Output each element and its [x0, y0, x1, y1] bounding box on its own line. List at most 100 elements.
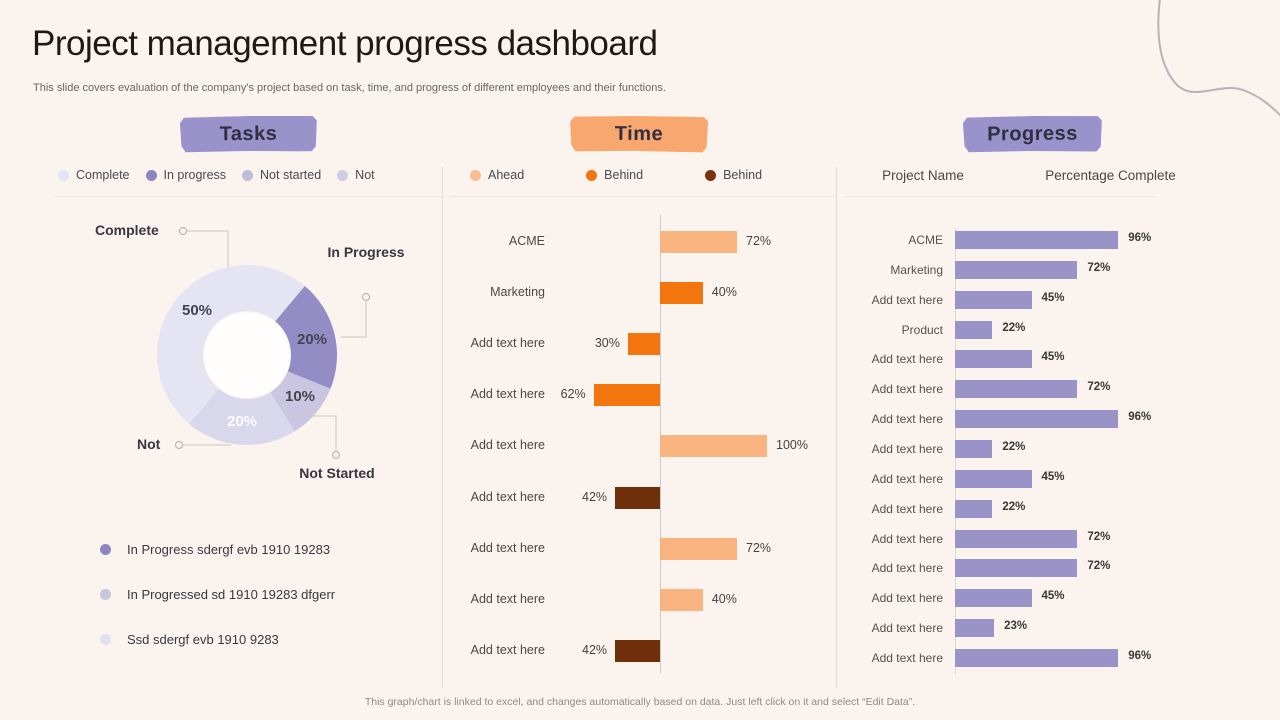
time-bar-value: 40% — [711, 591, 737, 606]
time-bar — [660, 435, 767, 458]
progress-bar — [955, 529, 1078, 548]
donut-hole — [204, 312, 290, 398]
time-row-label: Add text here — [470, 438, 545, 453]
legend-label: In Progress sdergf evb 1910 19283 — [127, 542, 331, 557]
progress-bar-value: 22% — [1002, 321, 1026, 334]
time-bar-value: 100% — [776, 438, 808, 453]
progress-bar — [955, 619, 995, 638]
time-bar — [615, 486, 660, 509]
progress-row-label: Add text here — [871, 441, 943, 456]
time-row-label: Add text here — [470, 642, 545, 657]
time-row-label: Add text here — [470, 336, 545, 351]
legend-label: Complete — [76, 168, 130, 182]
time-bar-value: 62% — [560, 387, 586, 402]
donut-slice-in-progress — [275, 286, 337, 389]
progress-row-label: Product — [901, 322, 943, 337]
divider-time-progress — [836, 167, 837, 688]
legend-label: Not started — [260, 168, 322, 182]
progress-bar — [955, 589, 1032, 608]
legend-dot — [100, 589, 111, 600]
legend-dot — [100, 634, 111, 645]
progress-bar — [955, 410, 1119, 429]
time-bar-value: 72% — [746, 540, 772, 555]
legend-label: Behind — [723, 168, 763, 182]
progress-row-label: Add text here — [871, 352, 943, 367]
progress-bar-value: 45% — [1041, 590, 1065, 603]
time-bar-chart[interactable]: ACME 72% Marketing 40% Add text here 30% Add t… — [450, 215, 835, 675]
progress-section-label: Progress — [987, 122, 1078, 145]
footer-note: This graph/chart is linked to excel, and… — [364, 696, 916, 708]
progress-bar — [955, 469, 1032, 488]
legend-label: In Progressed sd 1910 19283 dfgerr — [127, 587, 336, 602]
progress-bar — [955, 350, 1032, 369]
donut-slice-complete — [157, 265, 305, 424]
progress-row-label: Marketing — [890, 262, 943, 277]
legend-dot — [145, 169, 157, 181]
progress-row-label: Add text here — [871, 531, 943, 546]
time-bar — [627, 333, 660, 356]
progress-bar-value: 23% — [1004, 620, 1028, 633]
legend-item: Not — [337, 168, 375, 182]
progress-bar — [955, 559, 1078, 578]
donut-percent-in-progress: 20% — [296, 331, 328, 348]
legend-dot — [705, 169, 717, 181]
legend-dot — [470, 169, 481, 181]
legend-dot — [58, 169, 69, 181]
time-section-label: Time — [614, 122, 664, 145]
legend-dot — [586, 169, 598, 181]
time-bar — [660, 282, 703, 305]
donut-callout-complete: Complete — [95, 222, 159, 238]
callout-dots — [174, 226, 371, 460]
legend-label: Behind — [604, 168, 644, 182]
time-legend-underline — [450, 196, 836, 197]
callout-lines — [183, 230, 367, 451]
tasks-bottom-legend: In Progress sdergf evb 1910 19283 In Prog… — [100, 542, 335, 647]
progress-bar — [955, 320, 993, 339]
time-bar — [593, 384, 660, 407]
donut-percent-not-started: 10% — [284, 388, 316, 405]
decorative-curve — [1157, 0, 1280, 117]
legend-label: Ssd sdergf evb 1910 9283 — [127, 632, 279, 647]
page-title: Project management progress dashboard — [32, 24, 658, 63]
page-subtitle: This slide covers evaluation of the comp… — [33, 82, 666, 94]
progress-bar-value: 22% — [1002, 500, 1026, 513]
progress-bar-chart[interactable]: ACME 96% Marketing 72% Add text here 45% Produ… — [845, 228, 1180, 676]
time-bar — [660, 537, 738, 560]
divider-tasks-time — [442, 167, 443, 688]
progress-row-label: Add text here — [871, 412, 943, 427]
donut-callout-not: Not — [137, 436, 161, 452]
time-section-band: Time — [570, 116, 708, 153]
legend-item: Ahead — [470, 168, 524, 182]
tasks-section-label: Tasks — [219, 122, 278, 145]
tasks-donut-chart[interactable]: Complete In Progress Not Not Started 50%… — [55, 210, 445, 540]
progress-row-label: Add text here — [871, 561, 943, 576]
progress-bar-value: 45% — [1041, 291, 1065, 304]
progress-legend-underline — [845, 196, 1155, 197]
legend-dot — [100, 544, 111, 555]
time-bar — [660, 588, 703, 611]
time-bar — [615, 639, 660, 662]
progress-row-label: Add text here — [871, 382, 943, 397]
time-row-label: Add text here — [470, 591, 545, 606]
progress-column-project-name: Project Name — [882, 168, 964, 183]
time-row-label: ACME — [508, 234, 545, 248]
progress-bar-value: 45% — [1041, 351, 1065, 364]
legend-dot — [337, 169, 349, 181]
donut-slice-not-started — [270, 371, 331, 432]
legend-label: In progress — [163, 168, 227, 182]
legend-item: In progress — [145, 168, 227, 182]
progress-row-label: Add text here — [871, 621, 943, 636]
time-bar-value: 40% — [711, 285, 737, 300]
progress-section-band: Progress — [963, 115, 1102, 152]
legend-dot — [242, 169, 254, 181]
time-bar-value: 72% — [746, 234, 772, 248]
progress-bar — [955, 648, 1119, 667]
legend-label: Not — [355, 168, 375, 182]
legend-item: Not started — [242, 168, 321, 182]
progress-row-label: ACME — [908, 233, 943, 247]
tasks-section-band: Tasks — [180, 115, 317, 152]
progress-bar-value: 72% — [1087, 530, 1111, 543]
time-row-label: Add text here — [470, 540, 545, 555]
time-legend: Ahead Behind Behind — [470, 168, 762, 182]
